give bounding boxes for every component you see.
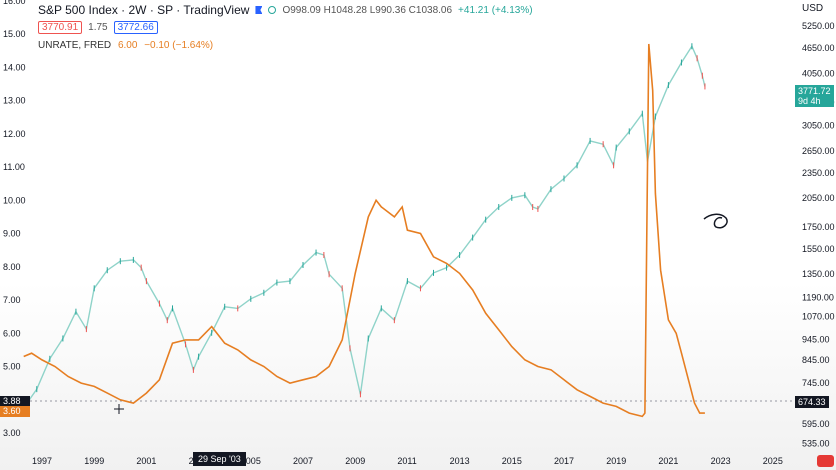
x-axis-tick: 2025	[763, 456, 783, 466]
indicator-change: −0.10 (−1.64%)	[144, 40, 214, 51]
change-readout: +41.21 (+4.13%)	[458, 4, 533, 16]
flag-icon[interactable]	[255, 6, 263, 14]
right-axis-tick: 4050.00	[802, 68, 835, 78]
x-axis-tick: 2007	[293, 456, 313, 466]
ohlc-readout: O998.09 H1048.28 L990.36 C1038.06	[282, 4, 453, 16]
buy-price-button[interactable]: 3772.66	[113, 21, 158, 34]
bar-countdown: 9d 4h	[798, 96, 821, 106]
left-axis-tick: 6.00	[3, 328, 21, 338]
youtube-logo-icon	[817, 455, 834, 467]
left-axis-tick: 11.00	[3, 162, 25, 172]
right-axis-tick: 745.00	[802, 378, 830, 388]
left-axis-tick: 14.00	[3, 62, 26, 72]
right-axis-tick: 2350.00	[802, 168, 835, 178]
left-axis-tick: 7.00	[3, 295, 21, 305]
x-axis-tick: 2001	[136, 456, 156, 466]
right-axis-tick: 845.00	[802, 355, 830, 365]
right-axis-tick: 1070.00	[802, 312, 835, 322]
left-axis-tick: 10.00	[3, 195, 26, 205]
right-axis-tick: 1750.00	[802, 222, 835, 232]
left-axis-tick: 16.00	[3, 0, 26, 6]
x-axis-tick: 2015	[502, 456, 522, 466]
x-axis-tick: 1999	[84, 456, 104, 466]
right-axis-tick: 2650.00	[802, 146, 835, 156]
x-axis-tick: 2009	[345, 456, 365, 466]
x-axis-tick: 2017	[554, 456, 574, 466]
right-axis-tick: 5250.00	[802, 21, 835, 31]
left-price-tag: 3.88	[0, 396, 30, 407]
x-axis-tick: 2005	[241, 456, 261, 466]
market-status-icon	[268, 6, 277, 14]
sell-price-button[interactable]: 3770.91	[38, 21, 83, 34]
spread-value: 1.75	[88, 22, 108, 33]
left-axis-tick: 9.00	[3, 229, 21, 239]
right-axis-tick: 1350.00	[802, 269, 835, 279]
crosshair-date-tag: 29 Sep '03	[193, 452, 246, 466]
left-axis-tick: 15.00	[3, 29, 26, 39]
right-axis-tick: 1550.00	[802, 244, 835, 254]
indicator-legend[interactable]: UNRATE, FRED 6.00 −0.10 (−1.64%)	[38, 40, 213, 51]
chart-header: S&P 500 Index · 2W · SP · TradingView O9…	[38, 3, 533, 17]
left-axis-tick: 3.00	[3, 428, 21, 438]
x-axis-tick: 2013	[450, 456, 470, 466]
x-axis-tick: 2023	[711, 456, 731, 466]
right-axis-tick: 595.00	[802, 419, 830, 429]
right-axis-tick: 1190.00	[802, 292, 834, 302]
left-axis-tick: 12.00	[3, 129, 26, 139]
right-axis-tick: 945.00	[802, 334, 830, 344]
x-axis-tick: 2021	[658, 456, 678, 466]
sp500-series-line	[23, 44, 706, 409]
unrate-series-line	[23, 43, 705, 418]
left-axis-tick: 8.00	[3, 262, 21, 272]
right-axis-tick: 535.00	[802, 438, 830, 448]
left-axis-tick: 5.00	[3, 362, 21, 372]
x-axis-tick: 2011	[397, 456, 416, 466]
left-axis-tick: 13.00	[3, 96, 26, 106]
right-axis-tick: 3050.00	[802, 120, 835, 130]
current-price-value: 3771.72	[798, 86, 831, 96]
right-axis-tick: 4650.00	[802, 43, 835, 53]
currency-label[interactable]: USD	[802, 3, 824, 14]
current-price-tag: 3771.72 9d 4h	[795, 85, 834, 107]
left-unrate-tag: 3.60	[0, 406, 30, 417]
indicator-value: 6.00	[117, 40, 138, 51]
bid-ask-row: 3770.91 1.75 3772.66	[38, 21, 158, 34]
symbol-title[interactable]: S&P 500 Index · 2W · SP · TradingView	[38, 3, 250, 17]
crosshair-price-tag: 674.33	[795, 396, 829, 408]
right-axis-tick: 2050.00	[802, 193, 835, 203]
drawing-annotation	[703, 213, 728, 229]
x-axis-tick: 1997	[32, 456, 52, 466]
indicator-name: UNRATE, FRED	[38, 40, 112, 51]
x-axis-tick: 2019	[606, 456, 626, 466]
